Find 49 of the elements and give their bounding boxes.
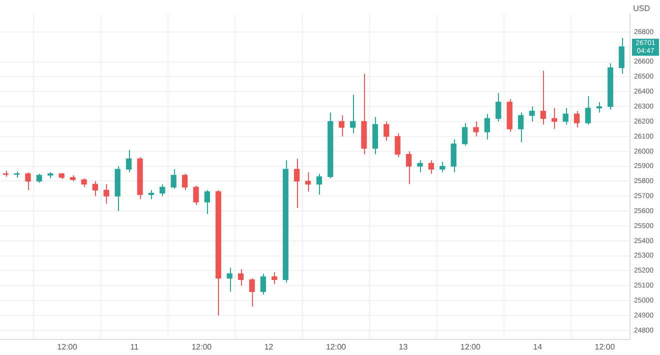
x-tick-label: 13 — [398, 342, 408, 352]
candlestick — [305, 172, 311, 192]
candlestick — [350, 94, 356, 134]
candlestick — [25, 172, 31, 191]
candlestick — [540, 70, 546, 125]
candlestick — [574, 110, 580, 128]
candlestick — [529, 106, 535, 122]
candlestick — [182, 173, 188, 191]
candlestick — [618, 37, 624, 74]
candlestick — [450, 138, 456, 173]
candlestick — [316, 173, 322, 196]
candlestick — [484, 114, 490, 140]
candlestick — [428, 160, 434, 174]
candlestick — [518, 112, 524, 143]
candlestick — [272, 272, 278, 285]
candlestick — [462, 122, 468, 146]
x-tick-label: 12:00 — [594, 342, 616, 352]
x-tick-label: 12:00 — [326, 342, 347, 352]
candlestick — [338, 115, 344, 137]
x-tick-label: 14 — [533, 342, 543, 352]
candlestick — [417, 160, 423, 173]
candlestick — [596, 102, 602, 114]
candlestick — [193, 185, 199, 206]
candlestick — [496, 92, 502, 122]
candlestick — [294, 158, 300, 209]
candlestick — [473, 120, 479, 137]
x-tick-label: 12:00 — [192, 342, 212, 352]
candlestick — [160, 184, 166, 197]
candlestick — [552, 108, 558, 130]
y-axis-title: USD — [633, 4, 650, 13]
candlestick — [170, 168, 176, 190]
candlestick — [260, 273, 266, 296]
candlestick — [384, 120, 390, 142]
candlestick — [562, 108, 568, 125]
x-tick-label: 12:00 — [57, 342, 78, 352]
x-tick-label: 12:00 — [460, 342, 481, 352]
candlestick — [204, 190, 210, 215]
x-tick-label: 11 — [130, 342, 140, 352]
candlestick — [226, 267, 232, 292]
candlestick — [92, 180, 98, 197]
candlestick — [249, 278, 255, 308]
candlestick — [126, 149, 132, 173]
candlestick — [394, 132, 400, 158]
candlestick — [104, 184, 110, 204]
candlestick — [585, 96, 591, 125]
x-tick-label: 12 — [264, 342, 274, 352]
candlestick — [238, 268, 244, 286]
candlestick — [406, 150, 412, 185]
candlestick — [440, 161, 446, 173]
